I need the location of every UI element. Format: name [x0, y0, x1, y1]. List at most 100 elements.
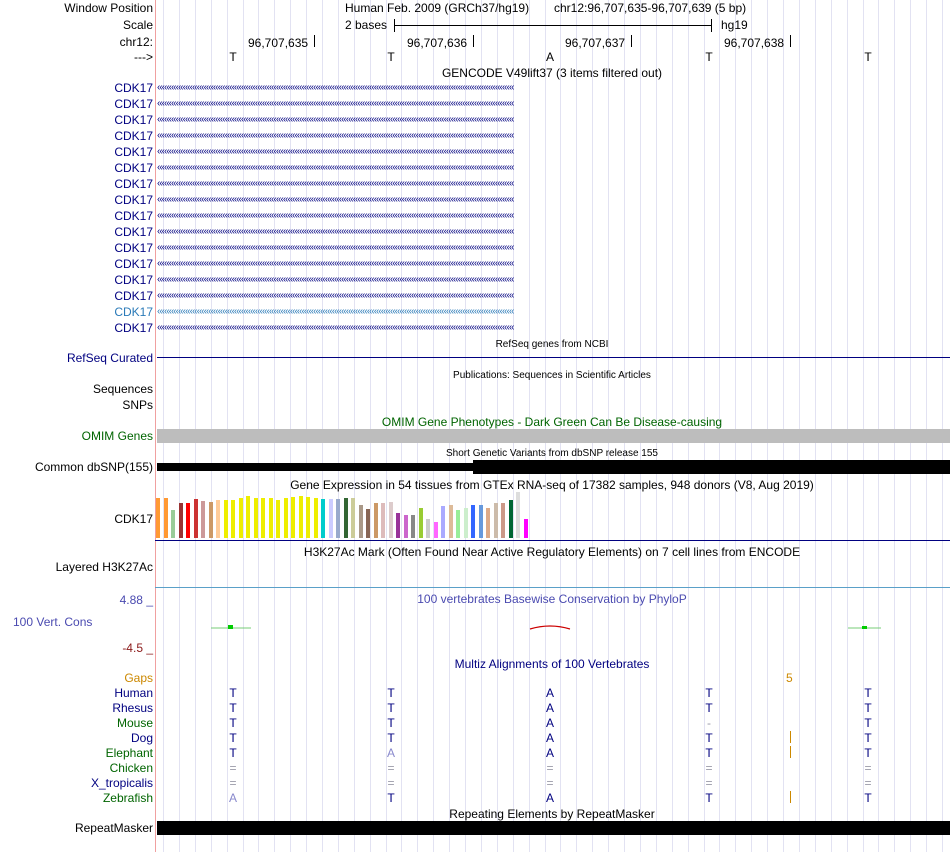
h3k27ac-track-title[interactable]: H3K27Ac Mark (Often Found Near Active Re… — [303, 545, 801, 559]
gtex-tissue-bar[interactable] — [261, 498, 265, 538]
gtex-tissue-bar[interactable] — [306, 497, 310, 538]
gtex-tissue-bar[interactable] — [411, 515, 415, 538]
gtex-tissue-bar[interactable] — [343, 498, 348, 538]
dbsnp-label[interactable]: Common dbSNP(155) — [34, 460, 153, 474]
gtex-tissue-bar[interactable] — [328, 499, 333, 538]
gtex-tissue-bar[interactable] — [523, 519, 528, 538]
gencode-transcript[interactable]: ‹‹‹‹‹‹‹‹‹‹‹‹‹‹‹‹‹‹‹‹‹‹‹‹‹‹‹‹‹‹‹‹‹‹‹‹‹‹‹‹… — [157, 245, 515, 251]
gencode-transcript[interactable]: ‹‹‹‹‹‹‹‹‹‹‹‹‹‹‹‹‹‹‹‹‹‹‹‹‹‹‹‹‹‹‹‹‹‹‹‹‹‹‹‹… — [157, 261, 515, 267]
refseq-track-title[interactable]: RefSeq genes from NCBI — [495, 339, 609, 350]
gencode-transcript[interactable]: ‹‹‹‹‹‹‹‹‹‹‹‹‹‹‹‹‹‹‹‹‹‹‹‹‹‹‹‹‹‹‹‹‹‹‹‹‹‹‹‹… — [157, 325, 515, 331]
refseq-gene-line[interactable] — [157, 357, 950, 358]
gencode-gene-label[interactable]: CDK17 — [114, 113, 153, 127]
repeatmasker-track-title[interactable]: Repeating Elements by RepeatMasker — [449, 807, 655, 821]
position-readout[interactable]: chr12:96,707,635-96,707,639 (5 bp) — [554, 1, 747, 15]
gtex-tissue-bar[interactable] — [201, 501, 205, 538]
multiz-track-title[interactable]: Multiz Alignments of 100 Vertebrates — [454, 657, 650, 671]
gtex-tissue-bar[interactable] — [216, 500, 220, 538]
gencode-transcript[interactable]: ‹‹‹‹‹‹‹‹‹‹‹‹‹‹‹‹‹‹‹‹‹‹‹‹‹‹‹‹‹‹‹‹‹‹‹‹‹‹‹‹… — [157, 117, 515, 123]
omim-feature-bar[interactable] — [157, 429, 950, 443]
gencode-transcript[interactable]: ‹‹‹‹‹‹‹‹‹‹‹‹‹‹‹‹‹‹‹‹‹‹‹‹‹‹‹‹‹‹‹‹‹‹‹‹‹‹‹‹… — [157, 293, 515, 299]
gtex-tissue-bar[interactable] — [313, 498, 318, 538]
gencode-gene-label[interactable]: CDK17 — [114, 97, 153, 111]
repeatmasker-feature[interactable] — [157, 821, 950, 835]
gtex-tissue-bar[interactable] — [276, 500, 280, 538]
species-label[interactable]: Elephant — [105, 746, 153, 760]
gencode-gene-label[interactable]: CDK17 — [114, 289, 153, 303]
gencode-transcript[interactable]: ‹‹‹‹‹‹‹‹‹‹‹‹‹‹‹‹‹‹‹‹‹‹‹‹‹‹‹‹‹‹‹‹‹‹‹‹‹‹‹‹… — [157, 181, 515, 187]
gtex-tissue-bar[interactable] — [238, 498, 243, 538]
gencode-gene-label[interactable]: CDK17 — [114, 209, 153, 223]
gtex-tissue-bar[interactable] — [501, 503, 505, 538]
gtex-tissue-bar[interactable] — [163, 498, 168, 538]
gtex-tissue-bar[interactable] — [471, 505, 475, 538]
phylop-track-title[interactable]: 100 vertebrates Basewise Conservation by… — [417, 592, 687, 606]
gtex-tissue-bar[interactable] — [418, 508, 423, 538]
gtex-tissue-bar[interactable] — [178, 503, 183, 538]
gencode-gene-label[interactable]: CDK17 — [114, 241, 153, 255]
species-label[interactable]: Dog — [130, 731, 153, 745]
gencode-transcript[interactable]: ‹‹‹‹‹‹‹‹‹‹‹‹‹‹‹‹‹‹‹‹‹‹‹‹‹‹‹‹‹‹‹‹‹‹‹‹‹‹‹‹… — [157, 213, 515, 219]
species-label[interactable]: X_tropicalis — [90, 776, 153, 790]
gencode-transcript[interactable]: ‹‹‹‹‹‹‹‹‹‹‹‹‹‹‹‹‹‹‹‹‹‹‹‹‹‹‹‹‹‹‹‹‹‹‹‹‹‹‹‹… — [157, 133, 515, 139]
species-label[interactable]: Chicken — [109, 761, 153, 775]
gencode-transcript[interactable]: ‹‹‹‹‹‹‹‹‹‹‹‹‹‹‹‹‹‹‹‹‹‹‹‹‹‹‹‹‹‹‹‹‹‹‹‹‹‹‹‹… — [157, 277, 515, 283]
gencode-track-title[interactable]: GENCODE V49lift37 (3 items filtered out) — [441, 66, 663, 80]
gtex-tissue-bar[interactable] — [156, 498, 160, 538]
species-label[interactable]: Rhesus — [112, 701, 153, 715]
sequences-label[interactable]: Sequences — [92, 382, 153, 396]
gtex-tissue-bar[interactable] — [486, 508, 490, 538]
gtex-tissue-bar[interactable] — [516, 492, 520, 538]
gtex-tissue-bar[interactable] — [231, 500, 235, 538]
gtex-tissue-bar[interactable] — [456, 510, 460, 538]
gencode-gene-label[interactable]: CDK17 — [114, 129, 153, 143]
gtex-tissue-bar[interactable] — [223, 500, 228, 538]
gtex-tissue-bar[interactable] — [253, 498, 258, 538]
gtex-bar-chart[interactable] — [156, 492, 556, 538]
gtex-tissue-bar[interactable] — [478, 505, 483, 538]
gtex-tissue-bar[interactable] — [321, 499, 325, 538]
gtex-tissue-bar[interactable] — [396, 513, 400, 538]
gtex-tissue-bar[interactable] — [171, 510, 175, 538]
gencode-gene-label[interactable]: CDK17 — [114, 305, 153, 319]
gtex-tissue-bar[interactable] — [373, 503, 378, 538]
gencode-transcript[interactable]: ‹‹‹‹‹‹‹‹‹‹‹‹‹‹‹‹‹‹‹‹‹‹‹‹‹‹‹‹‹‹‹‹‹‹‹‹‹‹‹‹… — [157, 85, 515, 91]
gtex-tissue-bar[interactable] — [283, 498, 288, 538]
gencode-gene-label[interactable]: CDK17 — [114, 225, 153, 239]
omim-track-title[interactable]: OMIM Gene Phenotypes - Dark Green Can Be… — [381, 415, 723, 429]
gtex-tissue-bar[interactable] — [193, 499, 198, 538]
phylop-label[interactable]: 100 Vert. Cons — [13, 615, 93, 629]
gtex-tissue-bar[interactable] — [291, 497, 295, 538]
dbsnp-track-title[interactable]: Short Genetic Variants from dbSNP releas… — [446, 448, 658, 459]
gtex-tissue-bar[interactable] — [403, 515, 408, 538]
gtex-tissue-bar[interactable] — [366, 509, 370, 538]
species-label[interactable]: Mouse — [116, 716, 153, 730]
gtex-tissue-bar[interactable] — [298, 496, 303, 538]
gtex-tissue-bar[interactable] — [441, 506, 445, 538]
gencode-transcript[interactable]: ‹‹‹‹‹‹‹‹‹‹‹‹‹‹‹‹‹‹‹‹‹‹‹‹‹‹‹‹‹‹‹‹‹‹‹‹‹‹‹‹… — [157, 197, 515, 203]
repeatmasker-label[interactable]: RepeatMasker — [74, 821, 153, 835]
gtex-tissue-bar[interactable] — [381, 503, 385, 538]
snps-label[interactable]: SNPs — [122, 398, 153, 412]
gtex-label[interactable]: CDK17 — [114, 512, 153, 526]
gtex-tissue-bar[interactable] — [388, 502, 393, 538]
species-label[interactable]: Zebrafish — [102, 791, 153, 805]
gencode-gene-label[interactable]: CDK17 — [114, 177, 153, 191]
phylop-graph[interactable] — [156, 600, 950, 660]
gtex-tissue-bar[interactable] — [508, 500, 513, 538]
gtex-track-title[interactable]: Gene Expression in 54 tissues from GTEx … — [290, 478, 814, 492]
omim-label[interactable]: OMIM Genes — [81, 429, 153, 443]
gtex-tissue-bar[interactable] — [351, 498, 355, 538]
gtex-tissue-bar[interactable] — [448, 505, 453, 538]
gencode-gene-label[interactable]: CDK17 — [114, 81, 153, 95]
gtex-tissue-bar[interactable] — [358, 505, 363, 538]
species-label[interactable]: Human — [114, 686, 153, 700]
gtex-tissue-bar[interactable] — [268, 498, 273, 538]
gencode-transcript[interactable]: ‹‹‹‹‹‹‹‹‹‹‹‹‹‹‹‹‹‹‹‹‹‹‹‹‹‹‹‹‹‹‹‹‹‹‹‹‹‹‹‹… — [157, 149, 515, 155]
gencode-gene-label[interactable]: CDK17 — [114, 321, 153, 335]
gtex-tissue-bar[interactable] — [426, 519, 430, 538]
gencode-transcript[interactable]: ‹‹‹‹‹‹‹‹‹‹‹‹‹‹‹‹‹‹‹‹‹‹‹‹‹‹‹‹‹‹‹‹‹‹‹‹‹‹‹‹… — [157, 101, 515, 107]
publications-track-title[interactable]: Publications: Sequences in Scientific Ar… — [453, 370, 651, 381]
gencode-transcript[interactable]: ‹‹‹‹‹‹‹‹‹‹‹‹‹‹‹‹‹‹‹‹‹‹‹‹‹‹‹‹‹‹‹‹‹‹‹‹‹‹‹‹… — [157, 309, 515, 315]
gencode-gene-label[interactable]: CDK17 — [114, 161, 153, 175]
